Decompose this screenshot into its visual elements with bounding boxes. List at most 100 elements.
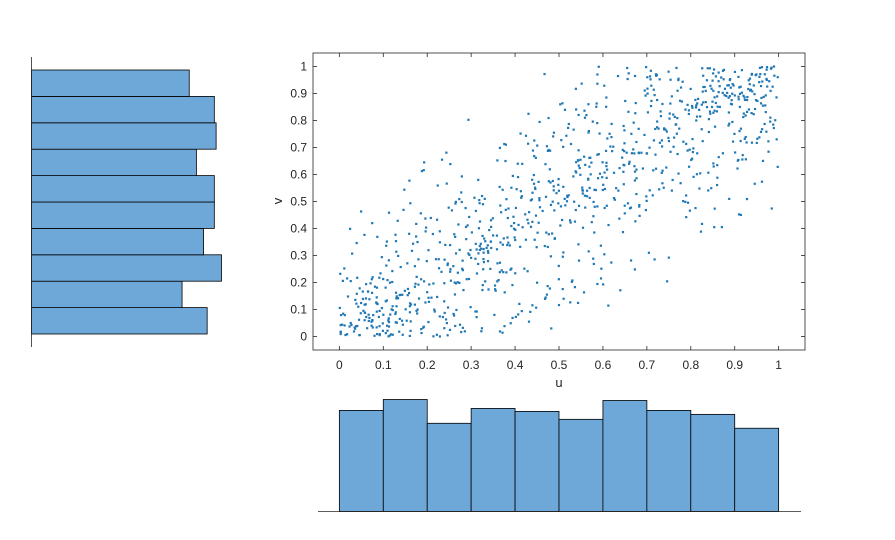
scatter-point	[560, 139, 563, 142]
scatter-point	[704, 89, 707, 92]
x-tick-label: 0	[336, 358, 343, 372]
scatter-point	[623, 142, 626, 145]
scatter-point	[502, 271, 505, 274]
scatter-point	[562, 297, 565, 300]
scatter-point	[445, 182, 448, 185]
scatter-point	[698, 187, 701, 190]
scatter-point	[413, 303, 416, 306]
scatter-point	[623, 164, 626, 167]
scatter-y-ticks: 0 0.1 0.2 0.3 0.4 0.5 0.6 0.7 0.8 0.9 1	[290, 60, 805, 344]
scatter-point	[538, 120, 541, 124]
scatter-point	[753, 93, 756, 96]
scatter-point	[563, 108, 567, 111]
scatter-point	[502, 237, 505, 240]
scatter-point	[720, 76, 723, 79]
scatter-point	[443, 311, 446, 315]
scatter-point	[446, 262, 449, 265]
scatter-point	[652, 139, 656, 142]
scatter-point	[713, 125, 717, 128]
v-histogram-bar	[31, 254, 222, 282]
scatter-point	[754, 99, 758, 102]
scatter-point	[758, 66, 762, 69]
scatter-point	[750, 112, 753, 115]
scatter-point	[513, 236, 516, 239]
scatter-point	[504, 159, 507, 163]
scatter-point	[622, 124, 625, 128]
scatter-point	[519, 132, 522, 135]
scatter-point	[714, 75, 718, 78]
scatter-point	[607, 223, 610, 227]
scatter-point	[492, 234, 495, 237]
scatter-point	[579, 173, 582, 176]
v-histogram	[31, 57, 222, 347]
scatter-point	[691, 157, 694, 160]
scatter-point	[721, 91, 724, 94]
scatter-point	[557, 264, 560, 268]
u-histogram-bar	[470, 408, 516, 512]
scatter-point	[355, 292, 358, 295]
scatter-point	[401, 333, 404, 336]
scatter-point	[511, 174, 514, 178]
scatter-point	[390, 308, 393, 311]
scatter-point	[427, 249, 430, 252]
scatter-point	[423, 161, 426, 164]
scatter-point	[623, 212, 626, 215]
scatter-point	[562, 251, 565, 254]
scatter-point	[509, 322, 512, 325]
scatter-point	[526, 270, 529, 273]
scatter-point	[573, 200, 576, 203]
scatter-point	[505, 271, 508, 274]
scatter-point	[687, 112, 690, 116]
scatter-point	[700, 222, 704, 226]
scatter-point	[385, 299, 388, 302]
scatter-point	[670, 189, 673, 192]
scatter-point	[466, 224, 469, 227]
scatter-point	[615, 187, 618, 190]
scatter-point	[610, 122, 613, 126]
scatter-point	[667, 136, 670, 140]
y-tick-label: 0.2	[290, 276, 307, 290]
scatter-point	[535, 246, 538, 249]
scatter-point	[434, 258, 438, 261]
scatter-point	[737, 213, 741, 216]
scatter-point	[448, 328, 452, 331]
x-tick-label: 0.8	[682, 358, 699, 372]
scatter-point	[697, 97, 700, 100]
scatter-point	[481, 203, 485, 206]
scatter-point	[745, 197, 749, 201]
scatter-point	[590, 221, 593, 224]
scatter-point	[461, 269, 464, 272]
scatter-point	[682, 140, 685, 143]
scatter-point	[695, 115, 699, 118]
scatter-point	[763, 73, 766, 76]
scatter-point	[730, 99, 733, 102]
scatter-point	[514, 315, 517, 319]
scatter-point	[609, 145, 612, 148]
scatter-point	[569, 301, 572, 304]
scatter-point	[572, 175, 575, 178]
scatter-point	[376, 235, 379, 238]
scatter-point	[478, 248, 481, 252]
scatter-point	[607, 304, 610, 307]
scatter-point	[356, 324, 359, 328]
scatter-point	[675, 66, 678, 70]
scatter-point	[688, 148, 691, 151]
scatter-point	[633, 170, 637, 173]
scatter-point	[691, 137, 694, 141]
scatter-point	[530, 198, 534, 201]
scatter-point	[367, 313, 370, 316]
scatter-point	[679, 86, 683, 89]
scatter-point	[728, 78, 731, 82]
scatter-point	[656, 126, 659, 129]
scatter-point	[449, 268, 452, 271]
scatter-point	[565, 200, 569, 203]
scatter-point	[353, 327, 357, 330]
scatter-point	[673, 115, 676, 119]
scatter-point	[397, 254, 400, 258]
scatter-point	[467, 118, 470, 121]
scatter-point	[574, 208, 577, 212]
scatter-point	[343, 267, 346, 270]
scatter-point	[605, 176, 608, 180]
scatter-point	[627, 110, 630, 113]
scatter-point	[672, 113, 675, 116]
